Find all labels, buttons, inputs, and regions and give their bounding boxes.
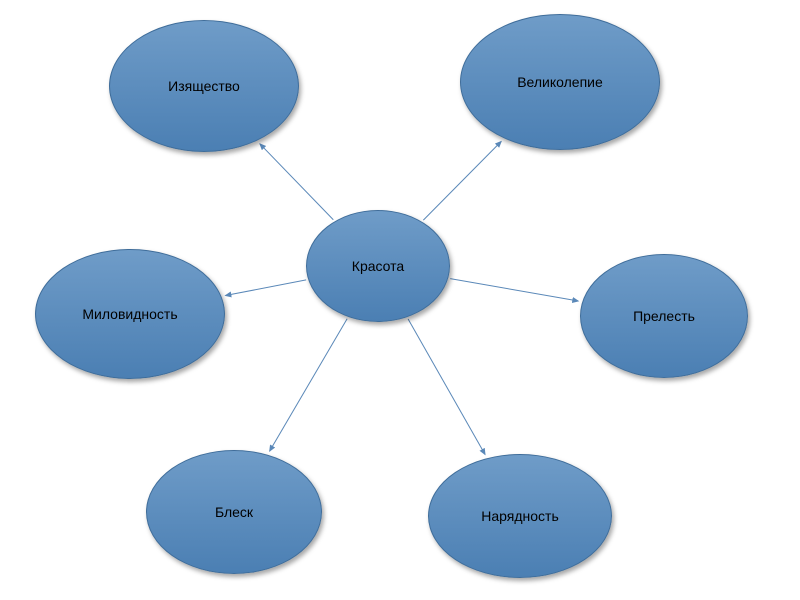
edge-arrow	[423, 141, 501, 220]
node-outer: Прелесть	[580, 254, 748, 378]
node-label: Блеск	[215, 504, 253, 520]
node-outer: Блеск	[146, 450, 322, 574]
node-outer: Миловидность	[35, 249, 225, 379]
node-center: Красота	[306, 210, 450, 322]
edge-arrow	[260, 144, 333, 220]
node-label: Великолепие	[517, 74, 603, 90]
edge-arrow	[408, 319, 485, 455]
node-label: Миловидность	[82, 306, 177, 322]
edge-arrow	[270, 319, 348, 451]
edge-arrow	[225, 280, 306, 296]
edge-arrow	[450, 279, 578, 301]
node-outer: Великолепие	[460, 14, 660, 150]
node-center-label: Красота	[352, 258, 404, 274]
node-outer: Изящество	[109, 20, 299, 152]
diagram-canvas: Красота Изящество Великолепие Миловиднос…	[0, 0, 800, 600]
node-label: Изящество	[168, 78, 240, 94]
node-outer: Нарядность	[428, 454, 612, 578]
node-label: Прелесть	[633, 308, 695, 324]
node-label: Нарядность	[481, 508, 559, 524]
